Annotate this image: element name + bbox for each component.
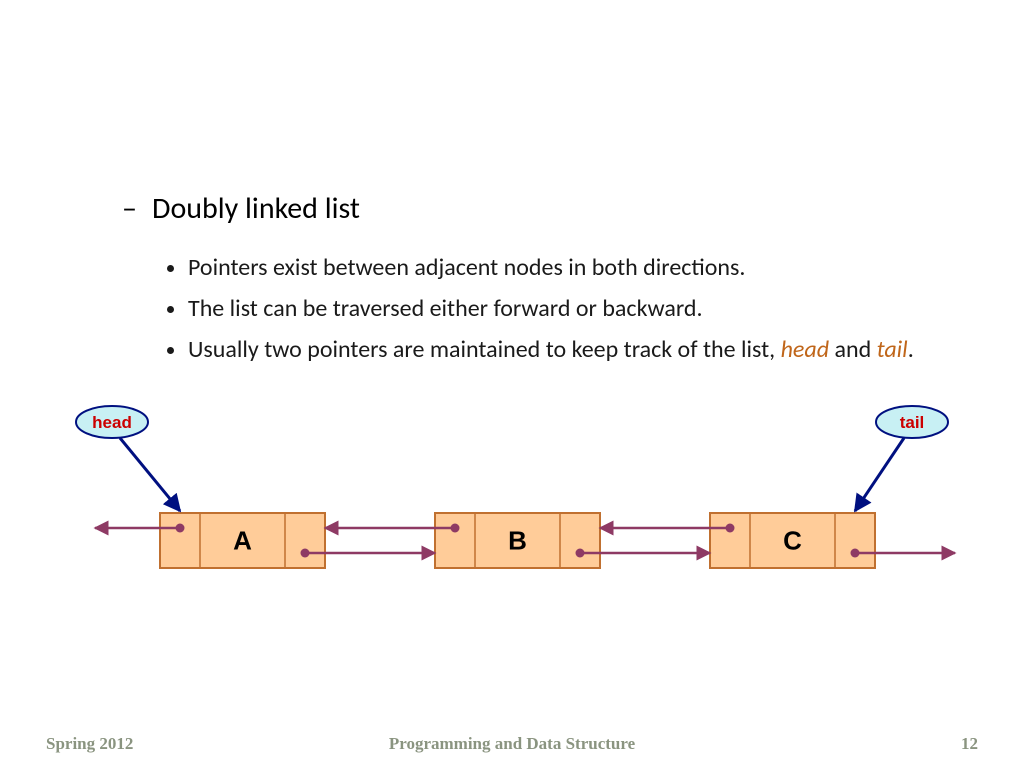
bullet-3-text-a: Usually two pointers are maintained to k… <box>188 335 781 364</box>
bullet-3: Usually two pointers are maintained to k… <box>188 333 960 368</box>
svg-text:B: B <box>508 526 527 556</box>
bullet-2: The list can be traversed either forward… <box>188 292 960 327</box>
bullet-3-text-b: . <box>908 335 914 364</box>
bullet-3-tail-word: tail <box>877 335 908 364</box>
svg-text:head: head <box>92 413 132 432</box>
footer-page: 12 <box>961 734 978 754</box>
node-C: C <box>710 513 875 568</box>
node-B: B <box>435 513 600 568</box>
node-A: A <box>160 513 325 568</box>
head-pointer-label: head <box>76 406 148 438</box>
svg-text:C: C <box>783 526 802 556</box>
bullet-list: Pointers exist between adjacent nodes in… <box>140 251 960 367</box>
bullet-1: Pointers exist between adjacent nodes in… <box>188 251 960 286</box>
bullet-3-mid: and <box>829 335 877 364</box>
bullet-3-head-word: head <box>781 335 829 364</box>
section-title: Doubly linked list <box>140 190 960 227</box>
tail-pointer-label: tail <box>876 406 948 438</box>
svg-text:tail: tail <box>900 413 925 432</box>
svg-text:A: A <box>233 526 252 556</box>
footer-center: Programming and Data Structure <box>0 734 1024 754</box>
